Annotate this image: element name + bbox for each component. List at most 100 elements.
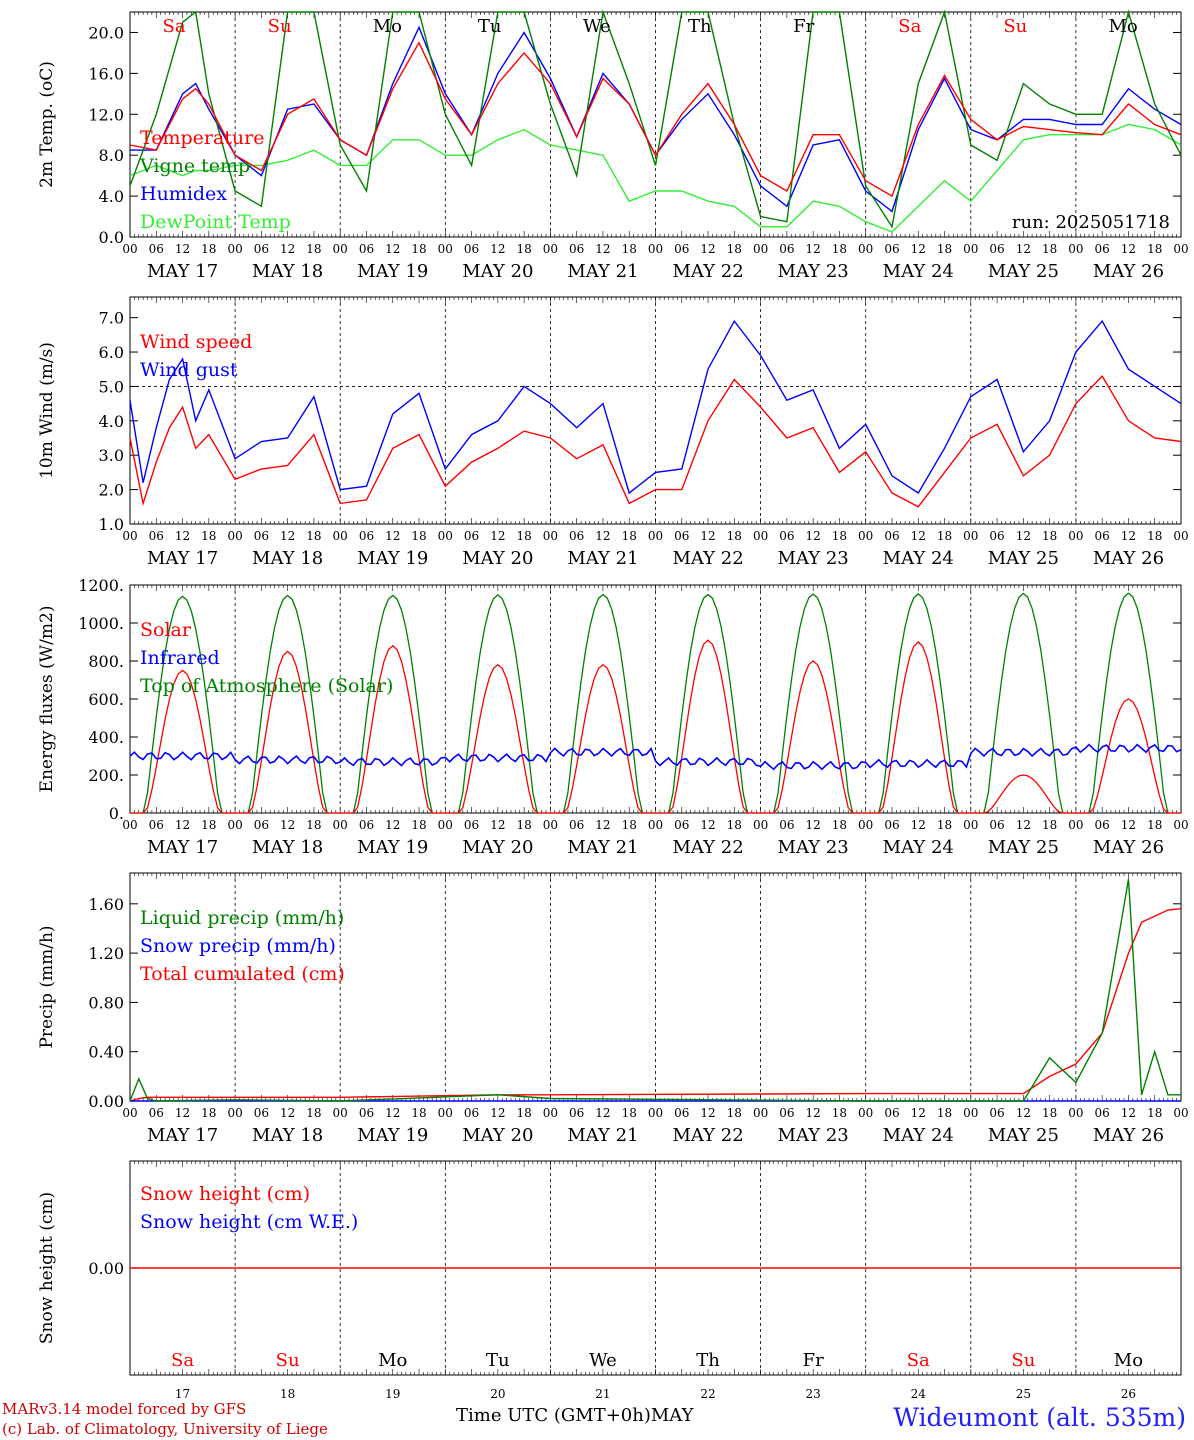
hour-tick-label: 18 [201,529,216,543]
weekday-label-bottom: Tu [486,1350,510,1371]
hour-tick-label: 18 [306,1106,321,1120]
y-tick-label: 0.0 [99,228,124,247]
y-axis-title: 10m Wind (m/s) [37,342,57,479]
hour-tick-label: 00 [858,1106,873,1120]
series-total-cumulated-cm--line [129,908,1182,1102]
series-wind-gust-line [129,319,1182,495]
hour-tick-label: 00 [858,242,873,256]
hour-tick-label: 12 [595,1106,610,1120]
hour-tick-label: 00 [543,242,558,256]
hour-tick-label: 00 [227,1106,242,1120]
hour-tick-label: 18 [937,1106,952,1120]
hour-tick-label: 00 [1068,242,1083,256]
hour-tick-label: 12 [175,818,190,832]
hour-tick-label: 18 [937,529,952,543]
hour-tick-label: 18 [516,1106,531,1120]
date-label: MAY 20 [462,261,533,282]
hour-tick-label: 06 [779,529,794,543]
hour-tick-label: 06 [674,1106,689,1120]
hour-tick-label: 12 [700,242,715,256]
hour-tick-label: 18 [411,242,426,256]
hour-tick-label: 18 [832,529,847,543]
hour-tick-label: 00 [648,529,663,543]
hour-tick-label: 06 [569,818,584,832]
hour-tick-label: 06 [884,529,899,543]
y-tick-label: 6.0 [99,343,124,362]
hour-tick-label: 18 [622,242,637,256]
date-label: MAY 20 [462,837,533,858]
legend-entry: Solar [140,619,192,641]
date-label: MAY 24 [883,261,954,282]
hour-tick-label: 18 [1147,242,1162,256]
date-label: MAY 22 [672,261,743,282]
hour-tick-label: 12 [280,242,295,256]
series-dewpoint-temp-line [129,123,1182,233]
date-label: MAY 25 [988,1125,1059,1146]
weekday-label-bottom: Su [276,1350,300,1371]
hour-tick-label: 18 [1042,818,1057,832]
hour-tick-label: 00 [753,242,768,256]
y-tick-label: 8.0 [99,146,124,165]
hour-tick-label: 00 [1068,1106,1083,1120]
legend-entry: Snow precip (mm/h) [140,935,336,957]
weekday-label-top: Sa [163,16,186,37]
hour-tick-label: 00 [333,1106,348,1120]
date-label: MAY 21 [567,837,638,858]
hour-tick-label: 06 [569,1106,584,1120]
hour-tick-label: 12 [490,1106,505,1120]
hour-tick-label: 00 [858,818,873,832]
weekday-label-bottom: Mo [378,1350,407,1371]
date-label: MAY 22 [672,1125,743,1146]
hour-tick-label: 06 [989,818,1004,832]
y-tick-label: 1.20 [88,944,124,963]
weekday-label-bottom: Fr [803,1350,824,1371]
weekday-label-bottom: Th [696,1350,720,1371]
hour-tick-label: 00 [963,1106,978,1120]
hour-tick-label: 18 [1147,529,1162,543]
y-axis-title: 2m Temp. (oC) [37,61,57,188]
weekday-label-top: Su [1003,16,1027,37]
hour-tick-label: 06 [149,818,164,832]
hour-tick-label: 18 [516,529,531,543]
hour-tick-label: 18 [411,529,426,543]
hour-tick-label: 06 [464,529,479,543]
y-tick-label: 200. [88,766,124,785]
y-tick-label: 5.0 [99,377,124,396]
hour-tick-label: 12 [595,818,610,832]
date-label: MAY 18 [252,1125,323,1146]
y-tick-label: 4.0 [99,412,124,431]
hour-tick-label: 18 [727,529,742,543]
weekday-label-top: Su [268,16,292,37]
hour-tick-label: 12 [1121,818,1136,832]
hour-tick-label: 12 [911,1106,926,1120]
hour-tick-label: 00 [122,818,137,832]
hour-tick-label: 12 [1016,818,1031,832]
date-label: MAY 26 [1093,1125,1164,1146]
hour-tick-label: 12 [490,242,505,256]
date-label: MAY 26 [1093,548,1164,569]
legend-entry: Snow height (cm) [140,1183,310,1205]
series-infrared-line [129,743,1182,771]
weekday-label-top: Mo [1108,16,1137,37]
hour-tick-label: 00 [122,242,137,256]
hour-tick-label: 12 [700,1106,715,1120]
hour-tick-label: 18 [201,1106,216,1120]
y-tick-label: 1000. [78,614,124,633]
hour-tick-label: 00 [1173,1106,1188,1120]
legend-entry: Infrared [140,647,220,669]
hour-tick-label: 12 [385,529,400,543]
hour-tick-label: 00 [122,1106,137,1120]
series-toa-solar-line [130,592,1181,814]
hour-tick-label: 00 [227,242,242,256]
hour-tick-label: 06 [989,1106,1004,1120]
hour-tick-label: 18 [1147,1106,1162,1120]
weekday-label-top: Sa [898,16,921,37]
day-number-label: 23 [806,1387,821,1401]
date-label: MAY 24 [883,1125,954,1146]
hour-tick-label: 12 [490,529,505,543]
hour-tick-label: 06 [464,242,479,256]
hour-tick-label: 12 [1121,529,1136,543]
hour-tick-label: 12 [911,242,926,256]
y-tick-label: 800. [88,652,124,671]
